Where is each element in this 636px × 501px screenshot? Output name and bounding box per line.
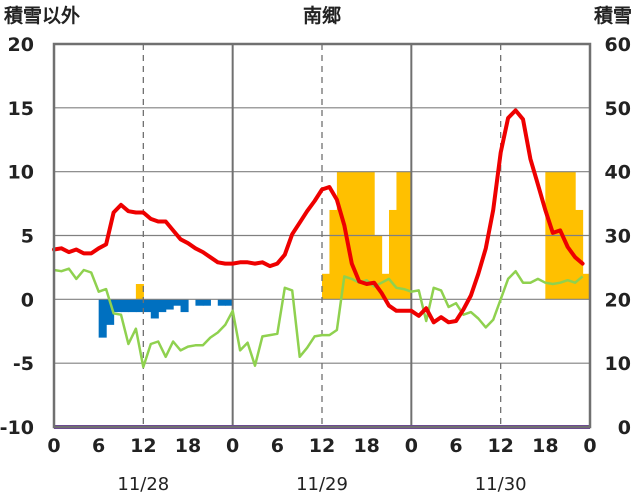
snowfall-bar: [381, 273, 390, 300]
right-tick-label: 60: [605, 34, 631, 56]
snowfall-bar: [135, 284, 144, 300]
right-tick-label: 0: [618, 417, 631, 439]
left-tick-label: 15: [8, 98, 34, 120]
temperature-line-series: [52, 108, 585, 325]
date-label: 11/28: [117, 474, 169, 495]
negative-bar: [128, 299, 137, 313]
x-tick-label: 12: [309, 435, 335, 457]
negative-bar: [113, 299, 122, 313]
x-tick-label: 6: [449, 435, 462, 457]
negative-bar: [202, 299, 211, 306]
left-tick-label: -10: [0, 417, 34, 439]
x-tick-label: 12: [487, 435, 513, 457]
plot-frame: [52, 42, 592, 429]
secondary-line-series: [53, 267, 584, 369]
snowfall-bar: [329, 209, 338, 300]
date-label: 11/29: [296, 474, 348, 495]
right-axis-title: 積雪: [594, 4, 632, 27]
negative-bar: [173, 299, 182, 306]
negative-bar: [158, 299, 167, 313]
left-axis-title: 積雪以外: [4, 4, 80, 27]
negative-bar: [225, 299, 234, 306]
chart-title: 南郷: [303, 4, 341, 27]
x-tick-label: 6: [271, 435, 284, 457]
left-tick-label: 5: [21, 226, 34, 248]
negative-bar: [217, 299, 226, 306]
left-tick-label: 0: [21, 289, 34, 311]
x-tick-label: 0: [583, 435, 596, 457]
negative-bar: [195, 299, 204, 306]
frame-layer: [52, 42, 592, 429]
x-tick-label: 0: [226, 435, 239, 457]
snowfall-bar: [389, 209, 398, 300]
x-tick-label: 6: [92, 435, 105, 457]
negative-bar: [143, 299, 152, 313]
left-tick-label: 10: [8, 162, 34, 184]
snowfall-bar: [582, 273, 591, 300]
x-tick-label: 18: [353, 435, 379, 457]
negative-bar: [98, 299, 107, 338]
negative-bar: [180, 299, 189, 313]
snowfall-bar: [374, 235, 383, 300]
x-tick-label: 0: [47, 435, 60, 457]
x-tick-label: 18: [175, 435, 201, 457]
right-tick-label: 50: [605, 98, 631, 120]
negative-bar: [165, 299, 174, 310]
x-tick-label: 18: [532, 435, 558, 457]
negative-bar: [106, 299, 115, 325]
right-tick-label: 10: [605, 353, 631, 375]
negative-bar: [150, 299, 159, 319]
x-tick-label: 0: [405, 435, 418, 457]
x-tick-label: 12: [130, 435, 156, 457]
bar-layer: [98, 171, 591, 338]
right-tick-label: 30: [605, 226, 631, 248]
right-tick-label: 40: [605, 162, 631, 184]
negative-bar: [135, 299, 144, 313]
date-label: 11/30: [475, 474, 527, 495]
negative-bar: [121, 299, 130, 313]
grid-layer: [54, 44, 590, 427]
left-tick-label: 20: [8, 34, 34, 56]
snowfall-bar: [322, 273, 331, 300]
right-tick-label: 20: [605, 289, 631, 311]
snowfall-bar: [575, 209, 584, 300]
left-tick-label: -5: [13, 353, 34, 375]
